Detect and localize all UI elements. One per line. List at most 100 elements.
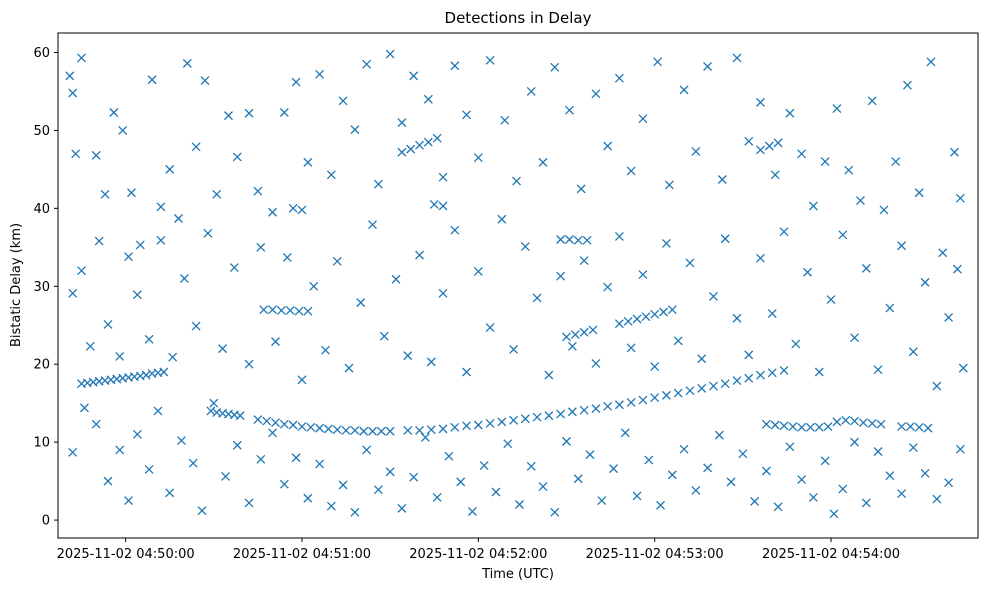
- data-point: [897, 241, 907, 251]
- data-point: [403, 425, 413, 435]
- data-point: [756, 253, 765, 263]
- data-point: [603, 401, 613, 411]
- data-point: [344, 363, 354, 373]
- data-point: [271, 337, 280, 347]
- data-point: [838, 484, 848, 494]
- y-tick-label: 30: [33, 280, 50, 295]
- data-point: [626, 166, 636, 176]
- data-point: [288, 203, 298, 213]
- data-point: [68, 288, 78, 298]
- data-point: [450, 61, 460, 71]
- data-point: [485, 55, 495, 65]
- data-point: [132, 290, 142, 300]
- data-point: [614, 319, 624, 329]
- data-point: [423, 137, 433, 147]
- data-point: [362, 59, 372, 69]
- data-point: [473, 153, 483, 163]
- data-point: [135, 240, 145, 250]
- data-point: [579, 405, 589, 415]
- data-point: [861, 263, 871, 273]
- data-point: [579, 256, 589, 266]
- data-point: [497, 417, 507, 427]
- data-point: [526, 461, 536, 471]
- data-point: [526, 86, 536, 96]
- data-point: [256, 454, 266, 464]
- y-tick-label: 40: [33, 202, 50, 217]
- data-point: [638, 395, 648, 405]
- data-point: [473, 420, 483, 430]
- data-point: [750, 496, 760, 506]
- x-tick-label: 2025-11-02 04:53:00: [586, 547, 724, 562]
- data-point: [368, 220, 377, 230]
- data-point: [385, 49, 395, 59]
- data-point: [403, 351, 413, 361]
- x-tick-label: 2025-11-02 04:52:00: [409, 547, 547, 562]
- data-point: [720, 234, 730, 244]
- data-point: [456, 477, 466, 487]
- data-point: [244, 359, 254, 369]
- data-point: [703, 463, 713, 473]
- data-point: [253, 415, 263, 425]
- data-point: [282, 252, 292, 262]
- data-point: [720, 379, 730, 389]
- x-tick-label: 2025-11-02 04:54:00: [762, 547, 900, 562]
- data-point: [556, 235, 566, 244]
- data-point: [423, 94, 433, 104]
- data-point: [200, 76, 210, 85]
- data-point: [212, 189, 222, 199]
- data-point: [644, 455, 654, 465]
- data-point: [679, 444, 689, 454]
- data-point: [91, 150, 101, 160]
- data-point: [626, 343, 636, 353]
- data-point: [91, 419, 101, 429]
- data-point: [614, 73, 624, 83]
- data-point: [832, 417, 842, 427]
- data-point: [717, 175, 727, 184]
- y-tick-label: 0: [42, 514, 50, 529]
- data-point: [303, 493, 313, 503]
- data-point: [685, 258, 695, 268]
- data-point: [582, 235, 592, 245]
- data-point: [770, 170, 780, 180]
- data-point: [297, 422, 307, 432]
- data-point: [385, 426, 395, 436]
- data-point: [814, 422, 824, 432]
- data-point: [532, 293, 542, 303]
- data-point: [803, 267, 812, 277]
- data-point: [767, 309, 777, 319]
- data-point: [944, 312, 954, 322]
- data-point: [520, 414, 530, 424]
- data-point: [444, 451, 454, 461]
- data-point: [650, 309, 660, 319]
- data-point: [556, 271, 566, 281]
- data-point: [576, 184, 586, 194]
- data-point: [165, 488, 175, 498]
- data-point: [235, 411, 245, 421]
- data-point: [332, 256, 342, 266]
- data-point: [71, 149, 81, 159]
- data-point: [685, 386, 695, 396]
- data-point: [923, 423, 933, 433]
- y-tick-label: 20: [33, 358, 50, 373]
- data-point: [415, 425, 424, 435]
- data-point: [262, 416, 272, 426]
- data-point: [661, 390, 671, 400]
- data-point: [673, 388, 683, 398]
- data-point: [276, 305, 286, 315]
- data-point: [85, 341, 95, 351]
- data-point: [876, 419, 886, 429]
- data-point: [744, 136, 754, 146]
- data-point: [438, 424, 448, 434]
- data-point: [376, 426, 386, 436]
- data-point: [229, 263, 239, 273]
- data-point: [564, 105, 574, 115]
- data-point: [562, 436, 571, 446]
- data-point: [279, 479, 289, 489]
- data-points: [65, 49, 968, 519]
- data-point: [667, 470, 677, 480]
- data-point: [591, 358, 601, 368]
- data-point: [338, 480, 348, 490]
- data-point: [294, 306, 304, 316]
- data-point: [632, 314, 642, 324]
- data-point: [79, 403, 89, 413]
